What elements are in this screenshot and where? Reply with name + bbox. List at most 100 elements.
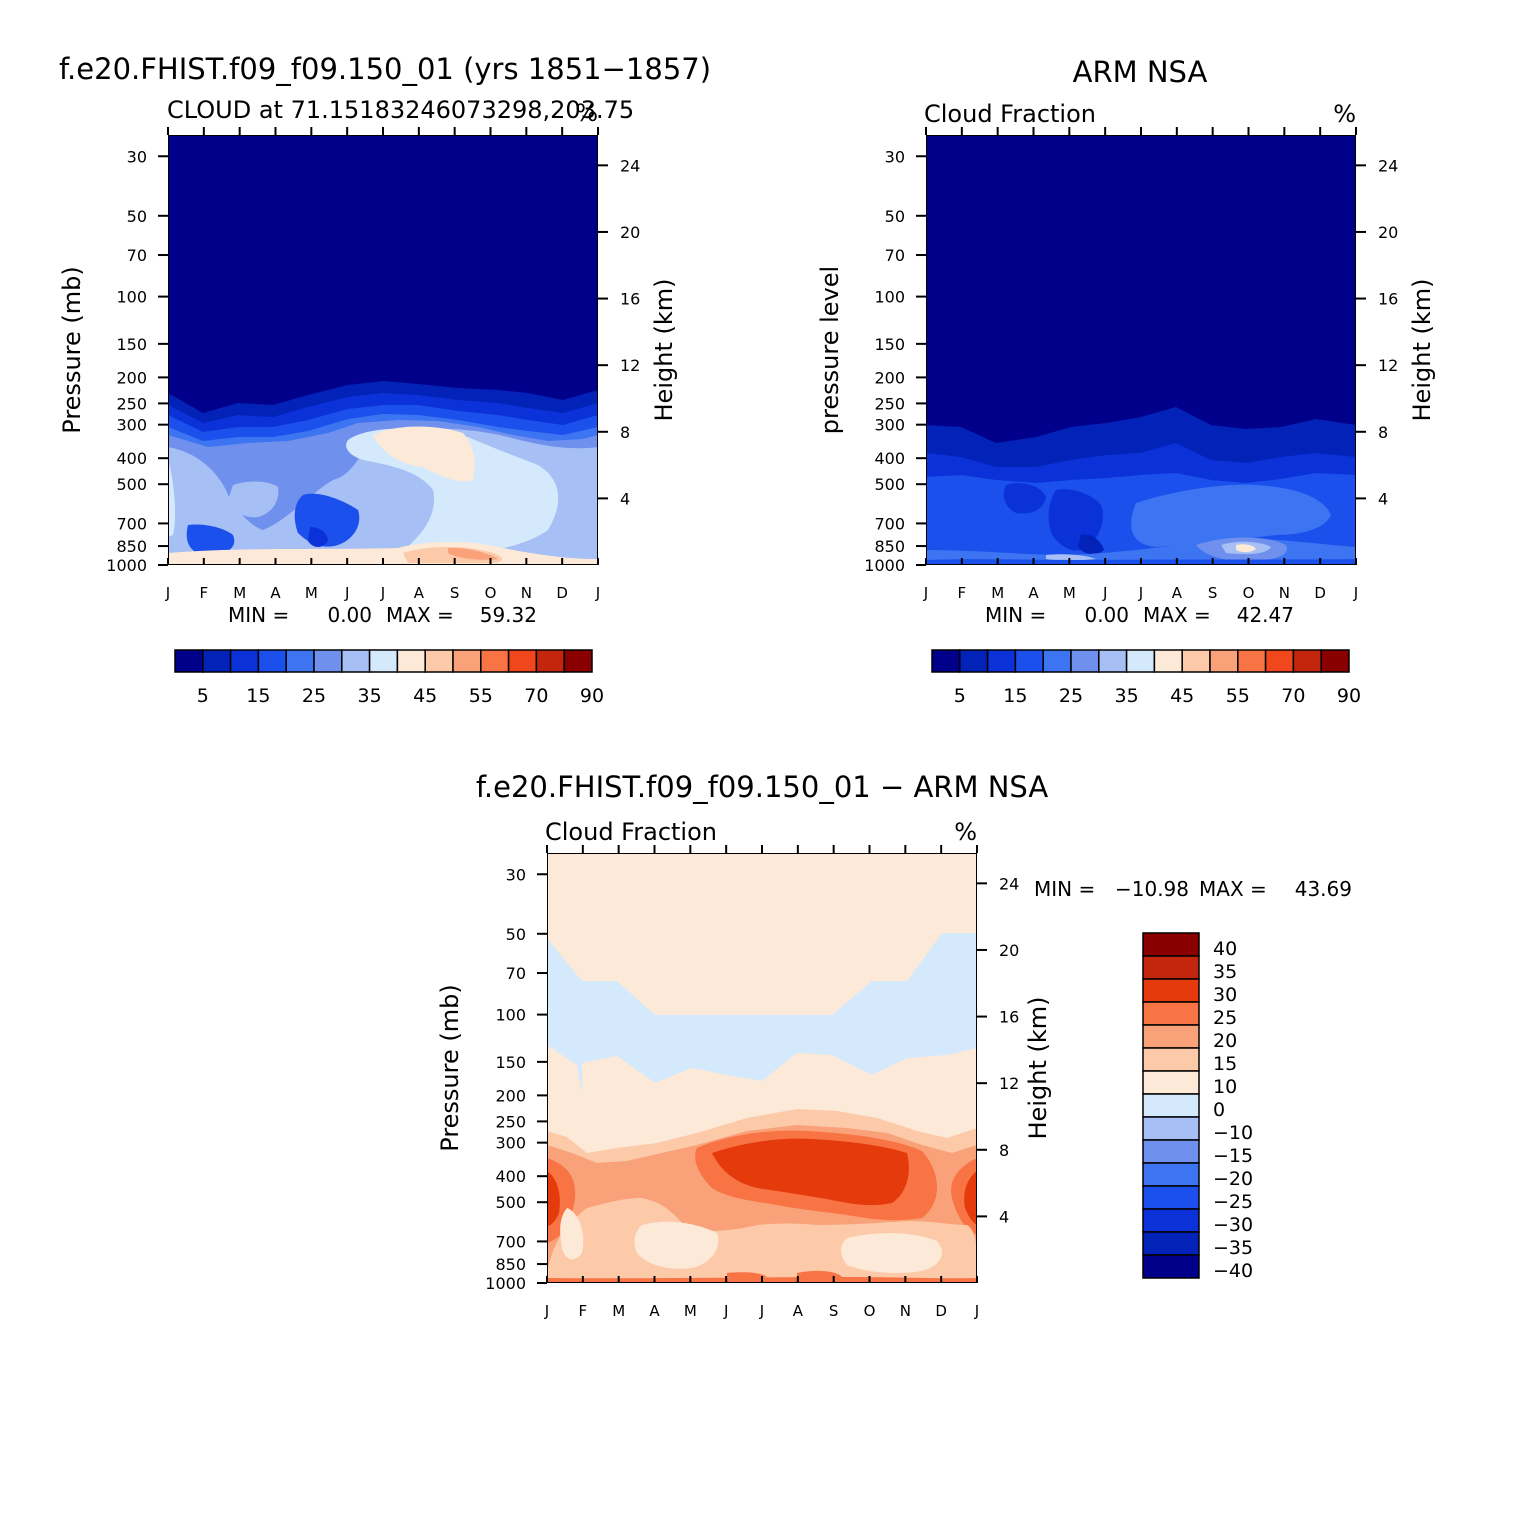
panel-model-ytick-label: 50	[127, 207, 147, 226]
panel-diff-ytick-label: 300	[495, 1134, 526, 1153]
panel-diff-xtick-label: J	[759, 1302, 764, 1320]
panel-diff-colorbar-box	[1142, 978, 1200, 1003]
panel-obs-y2tick-label: 4	[1378, 489, 1388, 508]
panel-obs-ytick-label: 50	[885, 207, 905, 226]
panel-diff-colorbar-label: 25	[1213, 1007, 1237, 1029]
panel-obs-colorbar-box	[1014, 649, 1044, 673]
panel-diff-colorbar-label: −35	[1213, 1237, 1253, 1259]
panel-model-ytick-label: 70	[127, 246, 147, 265]
panel-obs-colorbar-label: 15	[1003, 685, 1027, 707]
panel-obs-ytick-label: 1000	[864, 556, 905, 575]
panel-obs-xtick-label: F	[958, 584, 967, 602]
panel-diff-ytick-label: 850	[495, 1255, 526, 1274]
panel-obs-y2tick-label: 16	[1378, 290, 1398, 309]
panel-obs-ytick-label: 850	[874, 537, 905, 556]
panel-model-y2tick-label: 24	[620, 156, 640, 175]
panel-obs-ytick-label: 700	[874, 514, 905, 533]
panel-obs-y2tick-label: 8	[1378, 423, 1388, 442]
panel-diff-ytick-label: 100	[495, 1006, 526, 1025]
panel-diff-colorbar-label: −30	[1213, 1214, 1253, 1236]
panel-model-ylabel: Pressure (mb)	[58, 266, 86, 433]
panel-obs-left-string: Cloud Fraction	[924, 100, 1096, 128]
panel-diff-colorbar-label: 40	[1213, 938, 1237, 960]
panel-diff-ytick-label: 500	[495, 1193, 526, 1212]
panel-obs-colorbar: 5 15 25 35 45 55 70 90	[931, 649, 1361, 707]
panel-obs-colorbar-label: 35	[1115, 685, 1139, 707]
panel-diff-ytick-label: 1000	[485, 1274, 526, 1293]
panel-diff-colorbar-box	[1142, 1070, 1200, 1095]
panel-obs-xtick-label: M	[991, 584, 1004, 602]
panel-obs-xtick-label: J	[1102, 584, 1107, 602]
panel-diff-xtick-label: O	[864, 1302, 876, 1320]
panel-diff-left-string: Cloud Fraction	[545, 818, 717, 846]
panel-obs-ytick-label: 400	[874, 449, 905, 468]
panel-diff-title: f.e20.FHIST.f09_f09.150_01 − ARM NSA	[476, 770, 1049, 804]
panel-diff-colorbar-box	[1142, 1047, 1200, 1072]
panel-model-xtick-label: A	[270, 584, 281, 602]
panel-model-ytick-label: 500	[116, 475, 147, 494]
panel-diff-y2tick-label: 8	[999, 1141, 1009, 1160]
panel-diff-min-value: −10.98	[1115, 877, 1189, 901]
panel-obs-ytick-label: 100	[874, 288, 905, 307]
panel-model-ytick-label: 400	[116, 449, 147, 468]
panel-diff-ytick-label: 700	[495, 1232, 526, 1251]
panel-diff-colorbar-box	[1142, 1024, 1200, 1049]
panel-model-ytick-label: 700	[116, 514, 147, 533]
panel-obs-max-value: 42.47	[1237, 603, 1294, 627]
panel-diff-ytick-label: 70	[506, 964, 526, 983]
panel-obs-y2tick-label: 24	[1378, 156, 1398, 175]
panel-obs-colorbar-box	[1098, 649, 1128, 673]
panel-obs-xtick-label: J	[1138, 584, 1143, 602]
panel-obs-colorbar-label: 55	[1226, 685, 1250, 707]
panel-diff-ytick-label: 150	[495, 1053, 526, 1072]
panel-obs-min-value: 0.00	[1084, 603, 1129, 627]
panel-diff-ytick-label: 250	[495, 1112, 526, 1131]
panel-obs-ytick-label: 150	[874, 335, 905, 354]
panel-diff-xtick-label: M	[684, 1302, 697, 1320]
panel-model-ytick-label: 1000	[106, 556, 147, 575]
panel-obs-colorbar-box	[1125, 649, 1156, 673]
panel-model-y2label: Height (km)	[650, 279, 678, 422]
panel-diff-colorbar-label: −40	[1213, 1260, 1253, 1282]
panel-model-colorbar-box	[285, 649, 315, 673]
panel-obs-xtick-label: D	[1314, 584, 1326, 602]
panel-diff-max-value: 43.69	[1295, 877, 1352, 901]
panel-model-colorbar-box	[396, 649, 426, 673]
panel-obs-y2label: Height (km)	[1408, 279, 1436, 422]
panel-diff-colorbar-label: 20	[1213, 1030, 1237, 1052]
panel-obs-colorbar-box	[959, 649, 989, 673]
panel-obs-colorbar-box	[1264, 649, 1295, 673]
panel-obs-xtick-label: S	[1208, 584, 1218, 602]
panel-obs-colorbar-label: 45	[1170, 685, 1194, 707]
panel-diff-xtick-label: J	[723, 1302, 728, 1320]
panel-model-y2tick-label: 20	[620, 223, 640, 242]
panel-model-ytick-label: 100	[116, 288, 147, 307]
panel-model-colorbar-label: 35	[358, 685, 382, 707]
panel-model-colorbar-box	[229, 649, 260, 673]
panel-obs-y2tick-label: 20	[1378, 223, 1398, 242]
panel-model-axes: J F M A M J J A S O N D J 30 50 70 100 150 200 250 300 400 500…	[106, 127, 640, 602]
panel-obs-colorbar-label: 90	[1337, 685, 1361, 707]
panel-diff-colorbar-box	[1142, 1116, 1200, 1141]
panel-diff-xtick-label: M	[612, 1302, 625, 1320]
panel-model-colorbar-label: 55	[469, 685, 493, 707]
panel-obs-ytick-label: 250	[874, 394, 905, 413]
panel-model-colorbar-box	[480, 649, 510, 673]
panel-model-plot-area	[168, 135, 598, 565]
panel-model-ytick-label: 300	[116, 416, 147, 435]
panel-obs-xtick-label: J	[1353, 584, 1358, 602]
panel-model-colorbar-box	[563, 649, 593, 673]
panel-diff-colorbar-box	[1142, 955, 1200, 980]
panel-obs-colorbar-box	[1237, 649, 1267, 673]
panel-obs-ytick-label: 300	[874, 416, 905, 435]
panel-diff-ytick-label: 200	[495, 1086, 526, 1105]
panel-model-xtick-label: J	[344, 584, 349, 602]
panel-model-units: %	[575, 99, 598, 127]
panel-model-xtick-label: M	[233, 584, 246, 602]
panel-obs-y2tick-label: 12	[1378, 356, 1398, 375]
panel-obs-units: %	[1333, 100, 1356, 128]
panel-model-xtick-label: M	[305, 584, 318, 602]
panel-diff-max-label: MAX =	[1199, 877, 1267, 901]
panel-model-min-value: 0.00	[327, 603, 372, 627]
